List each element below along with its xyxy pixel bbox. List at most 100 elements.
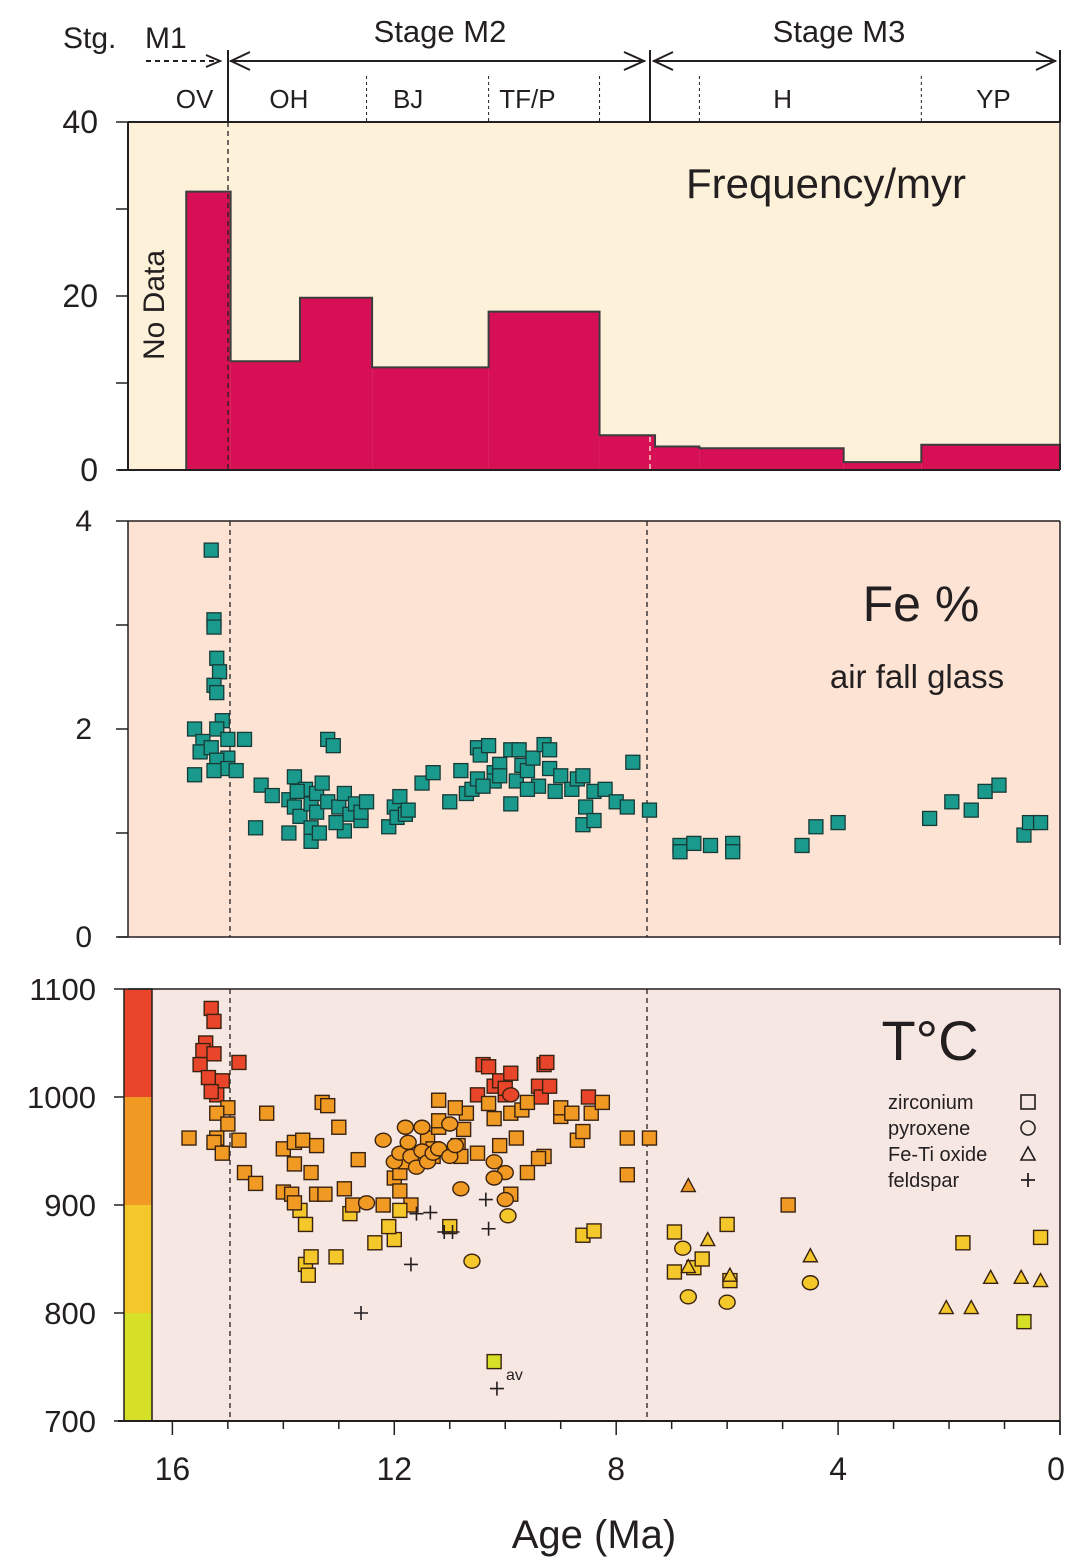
stage-header: Stg. M1 Stage M2 Stage M3 OV OH BJ TF/P H YP [63, 14, 1061, 122]
zirconium-point-110 [719, 1216, 735, 1233]
frequency-bars [185, 122, 1061, 470]
zirconium-point-20 [247, 1175, 264, 1192]
fe-point-58 [442, 794, 458, 810]
zirconium-point-105 [469, 1145, 486, 1161]
fe-point-46 [358, 794, 375, 810]
fe-point-104 [808, 819, 824, 835]
pyroxene-point-18 [485, 1154, 503, 1170]
pyroxene-point-5 [399, 1134, 417, 1151]
fe-ti-oxide-point-8 [1012, 1268, 1030, 1285]
legend-marker-zirconium [1020, 1094, 1036, 1110]
legend-label-fe-ti-oxide: Fe-Ti oxide [888, 1144, 987, 1166]
zirconium-point-42 [336, 1181, 353, 1197]
stage-m1-label: M1 [145, 22, 187, 55]
fe-panel: 0 2 4 Fe % air fall glass [75, 505, 1061, 954]
unit-label-yp: YP [976, 84, 1011, 114]
zirconium-point-97 [586, 1223, 602, 1239]
fe-point-106 [921, 810, 938, 827]
zirconium-point-35 [308, 1137, 325, 1154]
zirconium-point-92 [580, 1089, 597, 1105]
legend-label-zirconium: zirconium [888, 1092, 974, 1114]
fe-panel-title: Fe % [863, 576, 980, 632]
zirconium-point-107 [666, 1264, 683, 1280]
frequency-ytick-label-0: 0 [80, 452, 98, 488]
temperature-points [181, 1000, 1049, 1396]
fe-point-76 [541, 742, 558, 758]
frequency-bar-2 [299, 297, 373, 470]
feldspar-point-2 [409, 1206, 424, 1221]
zirconium-point-70 [480, 1059, 497, 1075]
pyroxene-point-17 [463, 1253, 481, 1269]
fe-point-83 [578, 799, 594, 815]
temperature-band-2 [124, 1205, 152, 1313]
zirconium-point-48 [375, 1197, 391, 1213]
feldspar-point-8 [489, 1381, 504, 1396]
temperature-band-1 [124, 1097, 152, 1205]
zirconium-point-39 [320, 1097, 336, 1114]
fe-point-85 [597, 781, 613, 797]
zirconium-point-32 [300, 1267, 316, 1283]
fe-ti-oxide-point-2 [699, 1231, 716, 1247]
pyroxene-point-25 [679, 1289, 698, 1305]
temperature-y-axis: 700 800 900 1000 1100 [27, 972, 124, 1439]
fe-ti-oxide-point-3 [721, 1266, 739, 1282]
fe-point-105 [830, 814, 846, 831]
pyroxene-point-22 [502, 1087, 520, 1103]
fe-point-78 [547, 783, 563, 800]
feldspar-point-1 [403, 1257, 418, 1272]
zirconium-point-106 [666, 1224, 683, 1240]
zirconium-point-30 [297, 1216, 314, 1233]
legend-marker-fe-ti-oxide [1019, 1145, 1037, 1161]
fe-point-55 [400, 802, 416, 818]
fe-point-107 [944, 794, 960, 810]
zirconium-point-86 [541, 1078, 558, 1094]
age-xtick-label-0: 0 [1047, 1451, 1065, 1487]
temperature-band-0 [124, 989, 152, 1097]
zirconium-point-73 [486, 1110, 502, 1127]
fe-panel-background [128, 521, 1060, 937]
fe-point-70 [511, 742, 527, 758]
legend-label-feldspar: feldspar [888, 1170, 959, 1192]
fe-point-113 [1032, 814, 1049, 831]
feldspar-point-0 [354, 1306, 368, 1320]
temperature-legend: zirconium pyroxene Fe-Ti oxide feldspar [888, 1092, 1037, 1192]
frequency-panel-title: Frequency/myr [686, 160, 966, 207]
age-x-axis: 16 12 8 4 0 [155, 1421, 1065, 1487]
zirconium-point-99 [641, 1130, 658, 1146]
zirconium-point-40 [328, 1249, 344, 1265]
pyroxene-point-16 [452, 1181, 470, 1197]
zirconium-point-100 [619, 1167, 635, 1183]
fe-point-0 [203, 542, 219, 558]
unit-label-tfp: TF/P [499, 84, 555, 114]
fe-ti-oxide-point-9 [1032, 1272, 1049, 1288]
zirconium-point-41 [331, 1119, 347, 1135]
pyroxene-point-1 [374, 1132, 392, 1148]
zirconium-point-34 [303, 1164, 319, 1181]
fe-point-73 [525, 750, 541, 766]
stage-m2-label: Stage M2 [374, 14, 507, 49]
feldspar-point-7 [481, 1221, 496, 1236]
fe-point-99 [686, 835, 702, 852]
frequency-bar-8 [843, 462, 922, 470]
zirconium-point-18 [231, 1132, 247, 1148]
unit-label-bj: BJ [393, 84, 423, 114]
zirconium-point-95 [575, 1123, 591, 1140]
feldspar-point-6 [478, 1192, 493, 1207]
fe-point-103 [794, 837, 810, 854]
pyroxene-point-26 [718, 1294, 736, 1310]
pyroxene-point-9 [413, 1119, 431, 1135]
fe-point-35 [314, 775, 330, 791]
fe-point-89 [625, 754, 641, 770]
frequency-bar-3 [372, 367, 489, 470]
av-annotation: av [506, 1367, 523, 1384]
fe-points [186, 542, 1049, 860]
fe-point-18 [206, 762, 222, 779]
zirconium-point-55 [381, 1218, 397, 1235]
fe-point-20 [220, 731, 236, 748]
unit-label-ov: OV [176, 84, 214, 114]
temperature-ytick-label-1100: 1100 [29, 972, 96, 1007]
fe-point-96 [492, 768, 508, 784]
zirconium-point-101 [491, 1137, 508, 1154]
zirconium-point-6 [200, 1069, 217, 1086]
